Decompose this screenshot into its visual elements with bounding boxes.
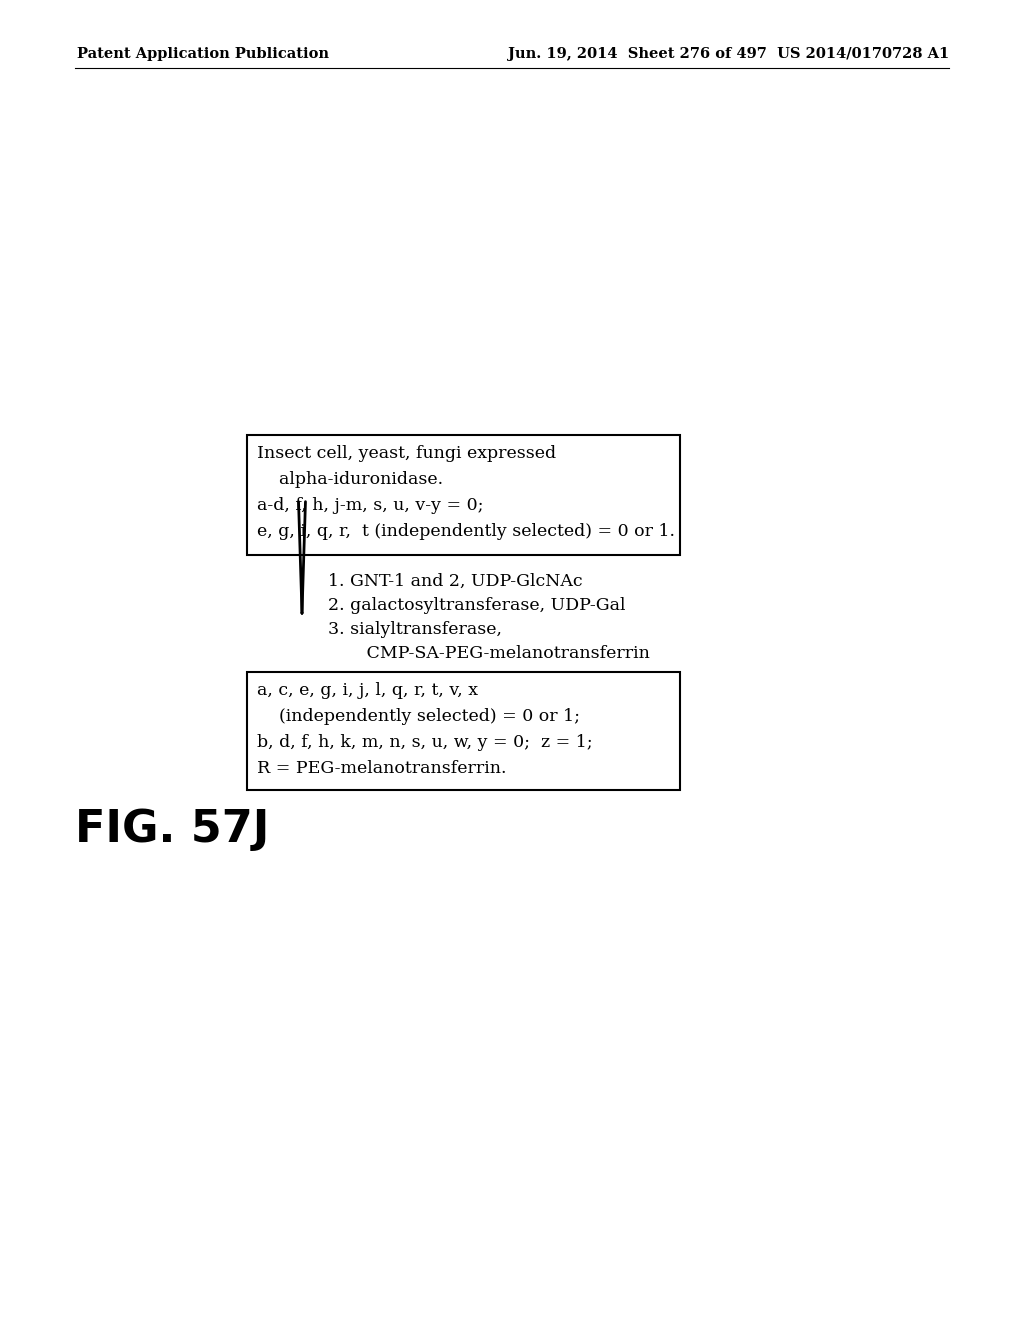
Text: FIG. 57J: FIG. 57J: [75, 808, 269, 851]
Text: a-d, f, h, j-m, s, u, v-y = 0;: a-d, f, h, j-m, s, u, v-y = 0;: [257, 498, 483, 513]
Text: alpha-iduronidase.: alpha-iduronidase.: [257, 471, 443, 488]
Text: 1. GNT-1 and 2, UDP-GlcNAc: 1. GNT-1 and 2, UDP-GlcNAc: [328, 573, 583, 590]
Text: (independently selected) = 0 or 1;: (independently selected) = 0 or 1;: [257, 708, 580, 725]
Text: Patent Application Publication: Patent Application Publication: [77, 48, 329, 61]
Text: Insect cell, yeast, fungi expressed: Insect cell, yeast, fungi expressed: [257, 445, 556, 462]
Bar: [247, 672, 680, 789]
Text: b, d, f, h, k, m, n, s, u, w, y = 0;  z = 1;: b, d, f, h, k, m, n, s, u, w, y = 0; z =…: [257, 734, 593, 751]
Text: 2. galactosyltransferase, UDP-Gal: 2. galactosyltransferase, UDP-Gal: [328, 597, 626, 614]
Text: e, g, i, q, r,  t (independently selected) = 0 or 1.: e, g, i, q, r, t (independently selected…: [257, 523, 675, 540]
Text: R = PEG-melanotransferrin.: R = PEG-melanotransferrin.: [257, 760, 507, 777]
Text: CMP-SA-PEG-melanotransferrin: CMP-SA-PEG-melanotransferrin: [328, 645, 650, 663]
Text: Jun. 19, 2014  Sheet 276 of 497  US 2014/0170728 A1: Jun. 19, 2014 Sheet 276 of 497 US 2014/0…: [508, 48, 949, 61]
Text: 3. sialyltransferase,: 3. sialyltransferase,: [328, 620, 502, 638]
Bar: [247, 436, 680, 554]
Text: a, c, e, g, i, j, l, q, r, t, v, x: a, c, e, g, i, j, l, q, r, t, v, x: [257, 682, 478, 700]
